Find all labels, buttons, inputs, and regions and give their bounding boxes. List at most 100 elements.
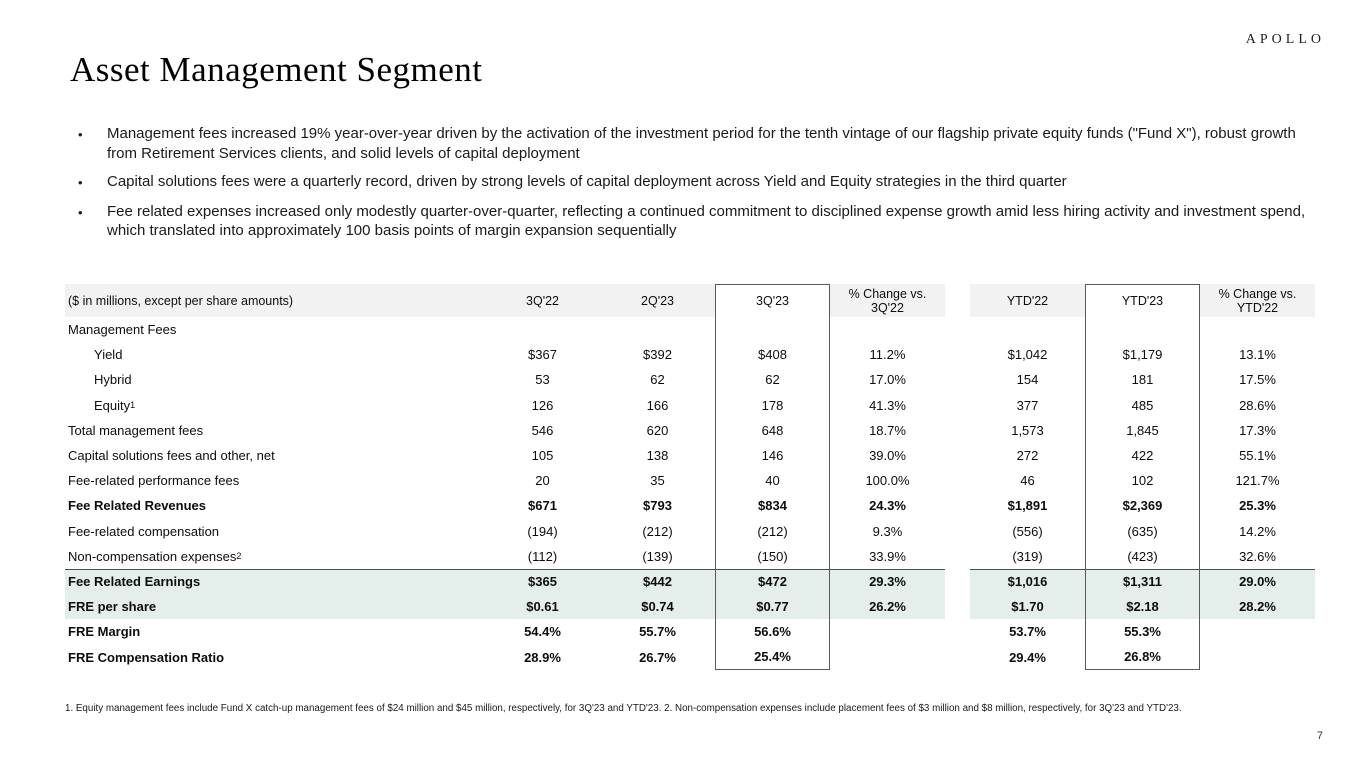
bullet-marker-icon: • [78, 204, 83, 220]
row-label: Fee Related Earnings [65, 568, 485, 595]
cell-value: 62 [650, 372, 665, 388]
column-gap [945, 418, 970, 443]
cell-value: 13.1% [1239, 347, 1276, 363]
cell-value: 9.3% [872, 523, 903, 539]
cell-value: 17.3% [1239, 422, 1276, 438]
cell-value: $793 [643, 498, 672, 514]
cell-value [1200, 619, 1315, 644]
cell-value: 121.7% [1235, 473, 1280, 489]
cell-value: 11.2% [869, 347, 906, 363]
row-label: Hybrid [94, 372, 132, 388]
cell-value: $671 [528, 498, 557, 514]
cell-value: 29.0% [1200, 568, 1315, 595]
bullet-marker-icon: • [78, 175, 83, 190]
cell-value: 46 [1020, 473, 1035, 489]
cell-value: 1,845 [1085, 417, 1200, 443]
cell-value: (139) [642, 548, 673, 564]
cell-value: 28.9% [524, 649, 561, 665]
row-label: Yield [94, 347, 123, 363]
cell-value: 25.4% [715, 644, 830, 670]
cell-value: 126 [531, 397, 554, 413]
cell-value: 54.4% [524, 624, 561, 640]
cell-value [1085, 317, 1200, 343]
column-header: 3Q'23 [715, 284, 830, 317]
cell-value: $1,042 [1007, 347, 1048, 363]
cell-value: 648 [715, 417, 830, 443]
cell-value: 102 [1085, 468, 1200, 494]
cell-value: 14.2% [1239, 523, 1276, 539]
cell-value: 28.6% [1239, 397, 1276, 413]
cell-value: $2.18 [1085, 594, 1200, 620]
column-header: % Change vs. 3Q'22 [830, 284, 945, 317]
column-gap [945, 493, 970, 518]
row-label: Fee Related Revenues [68, 498, 207, 514]
cell-value: 56.6% [715, 619, 830, 645]
bullet-text: Fee related expenses increased only mode… [107, 202, 1306, 240]
cell-value: 138 [646, 448, 669, 464]
cell-value: (635) [1085, 518, 1200, 544]
cell-value: 181 [1085, 367, 1200, 393]
bullet-item: • Fee related expenses increased only mo… [78, 202, 1306, 241]
column-gap [945, 367, 970, 392]
bullet-text: Management fees increased 19% year-over-… [107, 125, 1296, 162]
cell-value: 546 [531, 422, 554, 438]
column-gap [945, 619, 970, 644]
cell-value: 28.2% [1200, 594, 1315, 620]
cell-value: $0.77 [715, 594, 830, 620]
bullet-marker-icon: • [78, 127, 83, 142]
cell-value: 53 [535, 372, 550, 388]
row-label: Non-compensation expenses 2 [68, 548, 242, 564]
page-title: Asset Management Segment [70, 50, 483, 89]
cell-value: 32.6% [1239, 548, 1276, 564]
cell-value: 1,573 [1011, 422, 1044, 438]
cell-value: 40 [715, 468, 830, 494]
cell-value: 18.7% [869, 422, 906, 438]
cell-value: 25.3% [1239, 498, 1276, 514]
page-number: 7 [1316, 730, 1323, 742]
cell-value: 178 [715, 392, 830, 418]
column-header: 3Q'22 [485, 284, 600, 317]
cell-value: $392 [643, 347, 672, 363]
cell-value: $442 [600, 568, 715, 595]
row-label: Fee-related compensation [68, 523, 220, 539]
cell-value: 377 [1016, 397, 1039, 413]
cell-value: $834 [715, 493, 830, 519]
cell-value: $1,311 [1085, 568, 1200, 595]
row-label: Total management fees [68, 422, 204, 438]
cell-value: 20 [535, 473, 550, 489]
cell-value: 100.0% [865, 473, 910, 489]
cell-value: 17.5% [1239, 372, 1276, 388]
cell-value: 26.8% [1085, 644, 1200, 670]
cell-value: 26.2% [830, 594, 945, 620]
cell-value [830, 644, 945, 669]
column-gap [945, 594, 970, 619]
column-header: % Change vs. YTD'22 [1200, 284, 1315, 317]
cell-value: $0.61 [485, 594, 600, 620]
row-label: Fee-related performance fees [68, 473, 240, 489]
row-label: FRE Compensation Ratio [68, 649, 225, 665]
cell-value: 166 [646, 397, 669, 413]
cell-value [1200, 644, 1315, 669]
cell-value: (112) [527, 548, 558, 564]
cell-value: 24.3% [869, 498, 906, 514]
column-gap [945, 569, 970, 594]
financial-table-wrap: ($ in millions, except per share amounts… [65, 284, 1315, 670]
footnote: 1. Equity management fees include Fund X… [65, 703, 1182, 714]
column-gap [945, 544, 970, 569]
column-gap [945, 443, 970, 468]
cell-value: 35 [650, 473, 665, 489]
bullet-item: • Management fees increased 19% year-ove… [78, 124, 1306, 163]
cell-value: $1,179 [1085, 342, 1200, 368]
cell-value: (556) [1012, 523, 1043, 539]
cell-value: $408 [715, 342, 830, 368]
row-label: FRE per share [65, 594, 485, 620]
row-label: Equity 1 [94, 397, 136, 413]
cell-value: 53.7% [1009, 624, 1046, 640]
cell-value: 62 [715, 367, 830, 393]
column-gap [945, 644, 970, 669]
row-label: FRE Margin [68, 624, 141, 640]
cell-value: $1,891 [1007, 498, 1048, 514]
cell-value: $2,369 [1085, 493, 1200, 519]
cell-value: $365 [485, 568, 600, 595]
cell-value: 146 [715, 442, 830, 469]
